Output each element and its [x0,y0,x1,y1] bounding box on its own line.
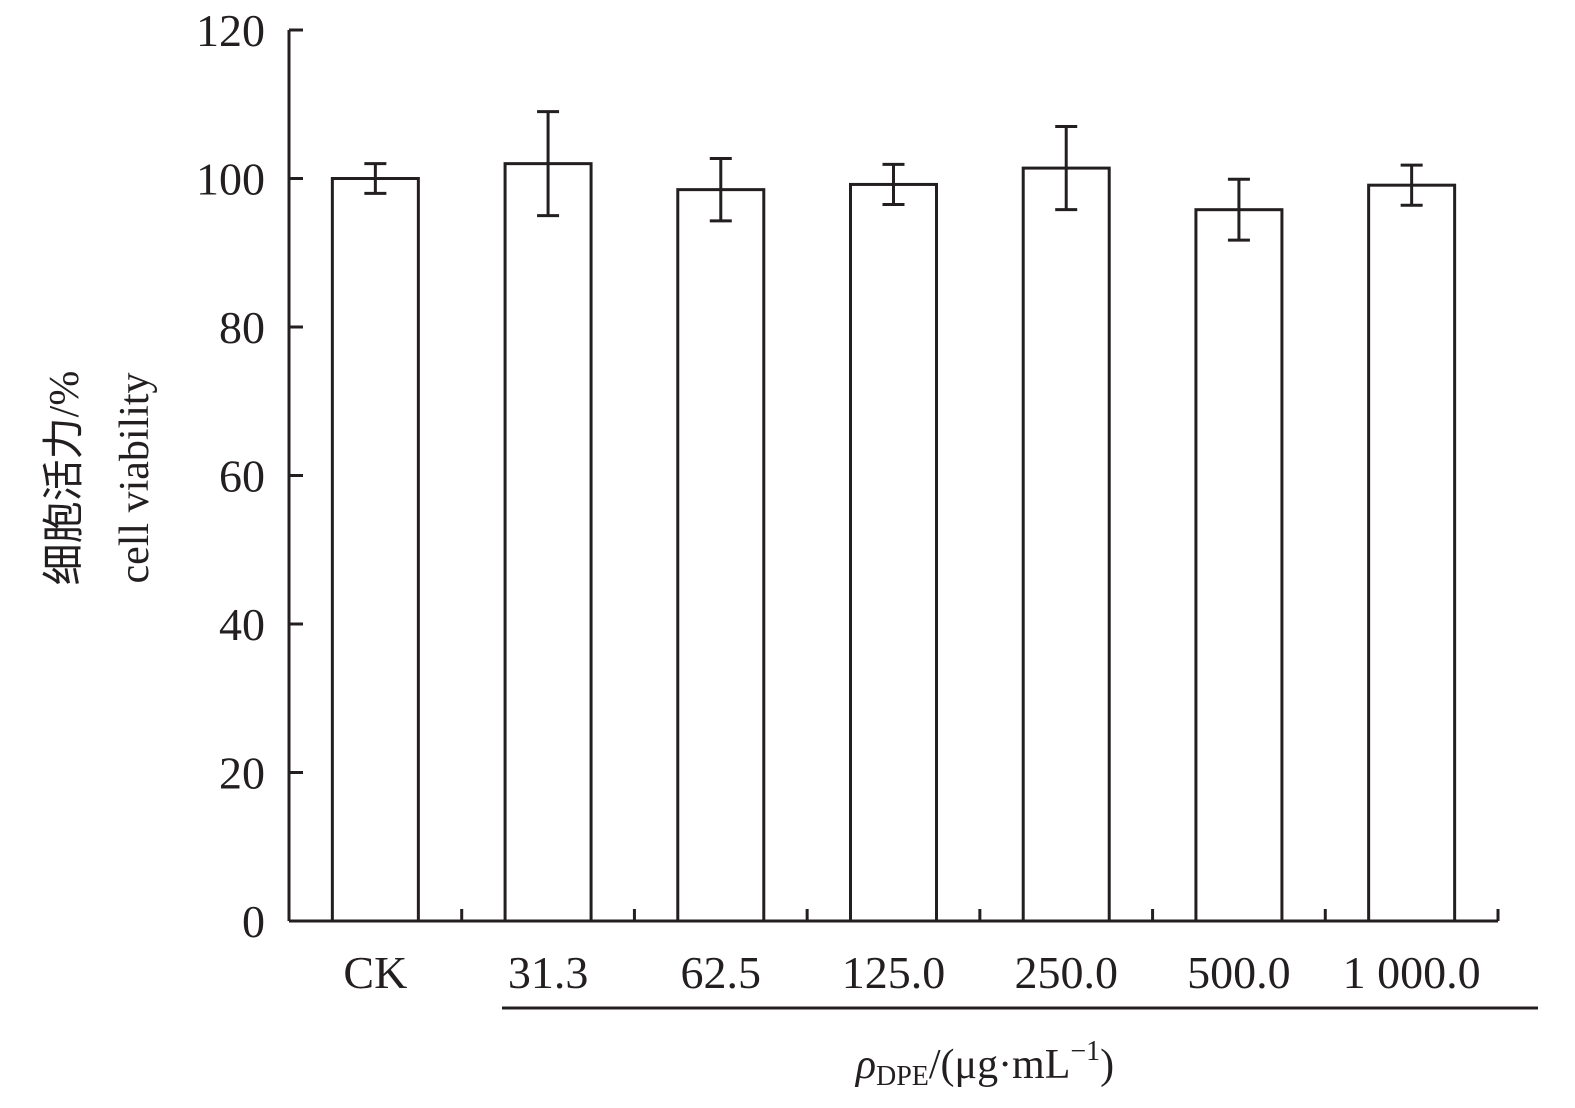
x-tick-label: 31.3 [508,947,589,998]
y-axis-title-en: cell viability [112,372,158,583]
x-tick-label: CK [343,947,407,998]
y-tick-label: 120 [196,5,265,56]
x-tick-label: 62.5 [681,947,762,998]
y-tick-label: 100 [196,154,265,205]
bar [1021,166,1111,923]
y-tick-label: 0 [242,896,265,947]
plot-area: 0 20 40 60 80 100 120 CK 31.3 62.5 125.0 250.0 500.0… [196,5,1500,998]
x-axis-title: ρDPE/(μg·mL−1) [854,1036,1114,1092]
y-tick-label: 20 [219,748,265,799]
bar [1194,208,1284,923]
y-tick-label: 40 [219,599,265,650]
x-tick-label: 250.0 [1014,947,1118,998]
x-axis-unit: /(μg·mL [929,1042,1070,1088]
y-tick-label: 80 [219,302,265,353]
x-axis-symbol: ρ [854,1042,876,1088]
bar [503,162,593,923]
x-axis-subscript: DPE [876,1061,929,1092]
x-tick-label: 1 000.0 [1343,947,1481,998]
x-tick-label: 500.0 [1187,947,1291,998]
bar [676,188,766,923]
x-axis-unit-close: ) [1100,1042,1114,1088]
bar [330,177,420,923]
y-axis-title-cn: 细胞活力/% [42,371,88,586]
y-tick-label: 60 [219,451,265,502]
x-tick-label: 125.0 [842,947,946,998]
x-axis-superscript: −1 [1070,1036,1100,1067]
bar [1367,183,1457,923]
bar [849,182,938,923]
